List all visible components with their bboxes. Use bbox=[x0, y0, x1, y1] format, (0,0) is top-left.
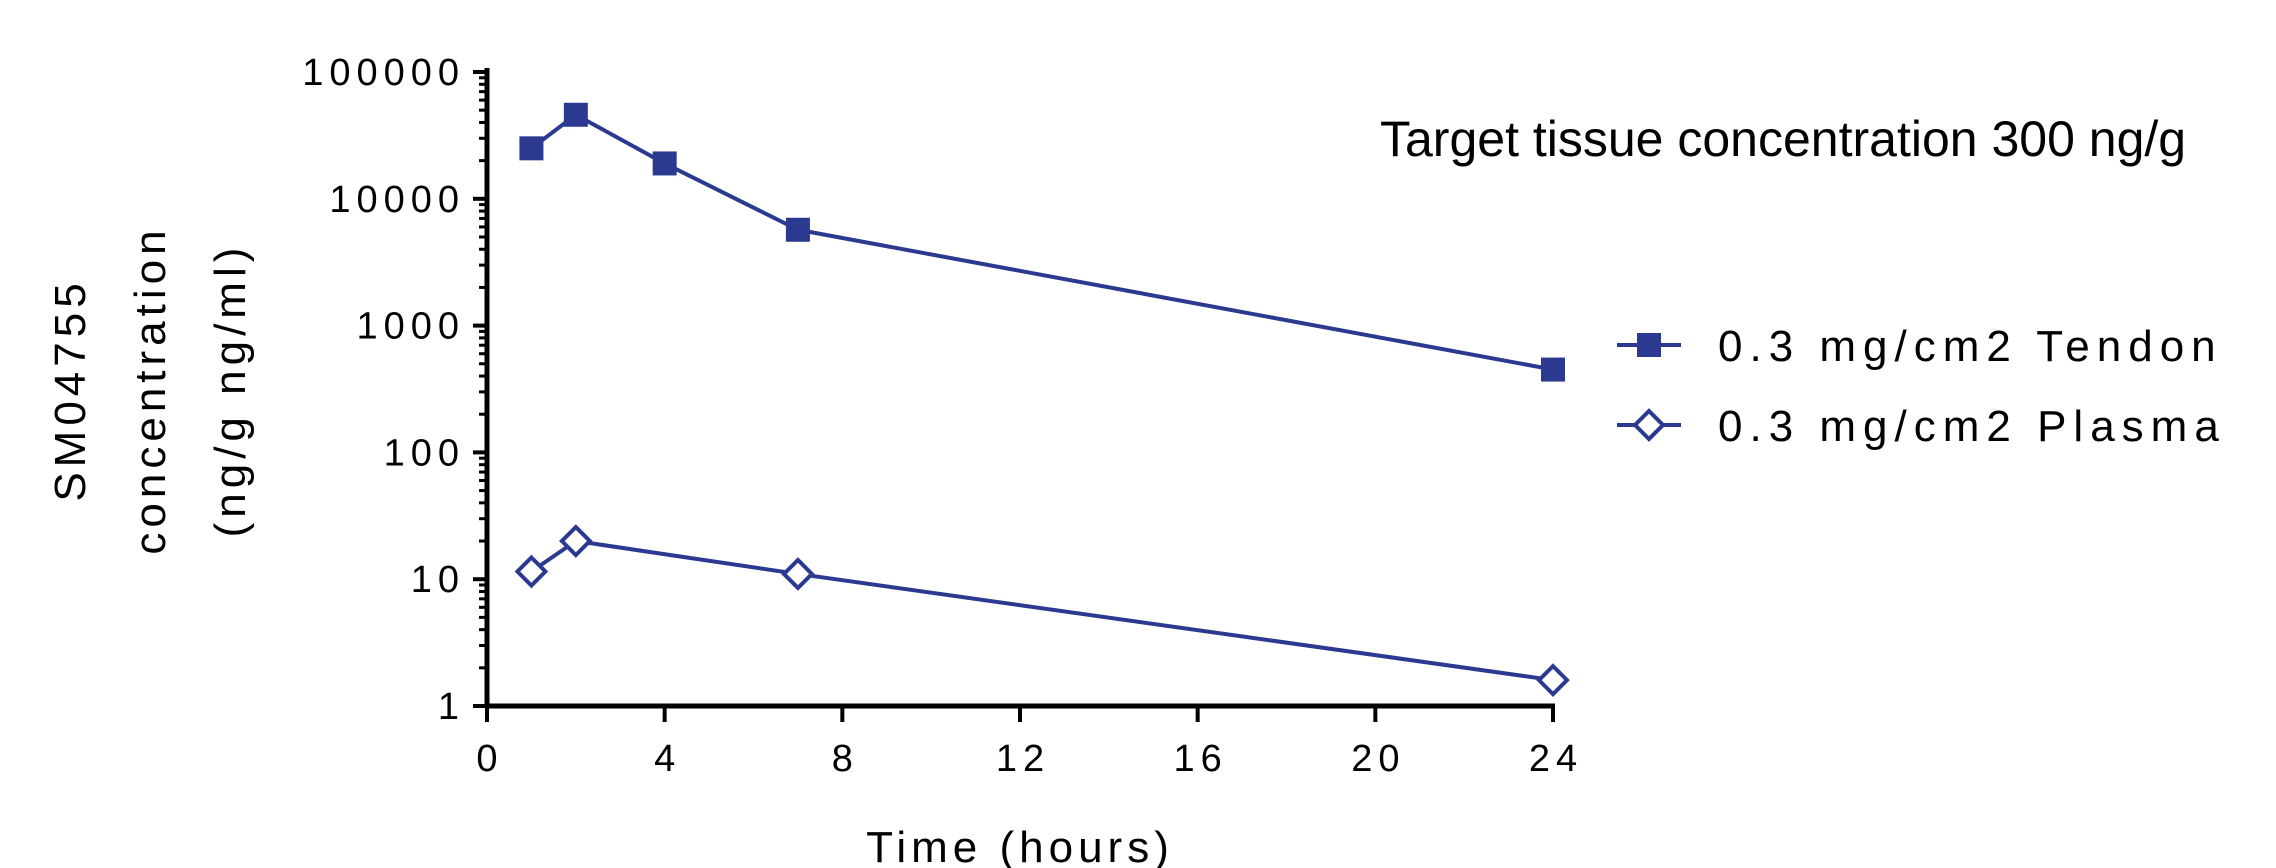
y-axis: 1 10 100 1000 10000 100000 bbox=[302, 52, 490, 728]
legend-item: 0.3 mg/cm2 Plasma bbox=[1617, 402, 2226, 451]
x-tick-label: 0 bbox=[476, 738, 503, 780]
series-line bbox=[530, 539, 1554, 683]
y-tick-label: 1000 bbox=[356, 306, 465, 348]
y-tick-label: 100000 bbox=[302, 52, 465, 94]
x-tick-label: 8 bbox=[832, 738, 859, 780]
data-point bbox=[559, 524, 593, 558]
data-point bbox=[1632, 408, 1666, 442]
legend-item: 0.3 mg/cm2 Tendon bbox=[1617, 322, 2223, 371]
y-tick-label: 100 bbox=[384, 432, 465, 474]
x-tick-label: 16 bbox=[1174, 738, 1228, 780]
data-point bbox=[1541, 357, 1565, 382]
x-axis: 0 4 8 12 16 20 24 bbox=[476, 703, 1583, 780]
y-axis-title-line: concentration bbox=[126, 225, 175, 554]
plot-series bbox=[514, 102, 1570, 697]
series-1 bbox=[519, 102, 1565, 382]
y-tick-label: 10000 bbox=[329, 179, 465, 221]
y-axis-title: SM04755 concentration (ng/g ng/ml) bbox=[46, 225, 255, 554]
x-tick-label: 4 bbox=[654, 738, 681, 780]
target-annotation: Target tissue concentration 300 ng/g bbox=[1380, 111, 2186, 167]
y-axis-title-line: (ng/g ng/ml) bbox=[206, 243, 255, 538]
y-tick-label: 10 bbox=[411, 559, 465, 601]
data-point bbox=[1536, 663, 1570, 697]
x-tick-label: 24 bbox=[1529, 738, 1583, 780]
y-tick-label: 1 bbox=[438, 686, 465, 728]
x-axis-title: Time (hours) bbox=[866, 823, 1174, 868]
data-point bbox=[519, 136, 544, 161]
series-2 bbox=[514, 524, 1570, 697]
x-tick-label: 12 bbox=[996, 738, 1050, 780]
x-tick-label: 20 bbox=[1351, 738, 1405, 780]
legend-label: 0.3 mg/cm2 Plasma bbox=[1718, 402, 2226, 451]
data-point bbox=[1637, 333, 1661, 357]
legend-label: 0.3 mg/cm2 Tendon bbox=[1718, 322, 2223, 371]
data-point bbox=[514, 554, 549, 589]
data-point bbox=[563, 102, 588, 127]
legend: 0.3 mg/cm2 Tendon 0.3 mg/cm2 Plasma bbox=[1617, 322, 2226, 451]
y-axis-title-line: SM04755 bbox=[46, 278, 95, 501]
data-point bbox=[785, 217, 810, 242]
data-point bbox=[781, 557, 815, 591]
data-point bbox=[652, 151, 677, 176]
